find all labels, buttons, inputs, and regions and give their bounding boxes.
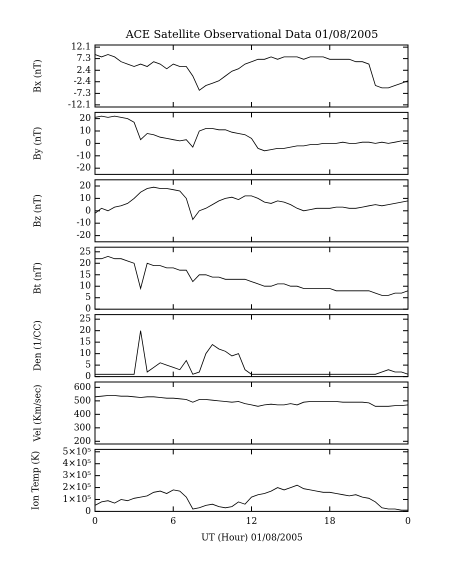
y-tick-label: -2.4	[74, 77, 92, 87]
y-tick-label: 200	[74, 437, 91, 447]
y-tick-label: -20	[77, 164, 92, 174]
y-axis-label: Bz (nT)	[33, 194, 44, 227]
y-tick-label: 1×10⁵	[63, 495, 92, 505]
y-tick-label: 25	[80, 315, 92, 325]
y-tick-label: 20	[80, 326, 92, 336]
y-tick-label: 15	[80, 270, 92, 280]
y-tick-label: 7.3	[77, 54, 92, 64]
y-tick-label: 0	[85, 372, 91, 382]
y-axis-label: Bt (nT)	[33, 262, 44, 294]
y-tick-label: 20	[80, 182, 92, 192]
panel-frame	[94, 314, 409, 378]
y-axis-label: Bx (nT)	[33, 59, 44, 92]
data-line	[94, 186, 409, 221]
panel-frame	[94, 44, 409, 108]
x-tick-label: 12	[246, 517, 257, 527]
panel-frame	[94, 448, 409, 512]
panel-frame	[94, 381, 409, 445]
y-tick-label: 25	[80, 247, 92, 257]
y-tick-label: 20	[80, 114, 92, 124]
y-tick-label: 10	[80, 194, 92, 204]
y-tick-label: 2×10⁵	[63, 483, 92, 493]
y-tick-label: 10	[80, 349, 92, 359]
x-axis-label: UT (Hour) 01/08/2005	[201, 533, 303, 544]
y-tick-label: 500	[74, 396, 91, 406]
y-tick-label: 300	[74, 423, 91, 433]
panel-frame	[94, 246, 409, 310]
y-tick-label: 5	[85, 293, 91, 303]
y-tick-label: 5×10⁵	[63, 447, 92, 457]
data-line	[94, 115, 408, 152]
y-tick-label: -10	[77, 219, 92, 229]
y-axis-label: Vel (Km/sec)	[33, 384, 44, 442]
y-tick-label: 2.4	[77, 66, 92, 76]
y-tick-label: 20	[80, 259, 92, 269]
y-tick-label: 10	[80, 282, 92, 292]
data-line	[95, 330, 409, 375]
y-tick-label: 400	[74, 410, 91, 420]
y-tick-label: 3×10⁵	[63, 471, 92, 481]
y-tick-label: -12.1	[68, 100, 91, 110]
y-tick-label: 5	[85, 361, 91, 371]
y-tick-label: -10	[77, 151, 92, 161]
y-tick-label: -20	[77, 231, 92, 241]
y-tick-label: 15	[80, 338, 92, 348]
data-line	[94, 484, 408, 511]
y-axis-label: Ion Temp (K)	[31, 451, 42, 510]
y-tick-label: 10	[80, 127, 92, 137]
panel-frame	[94, 179, 409, 243]
y-tick-label: 0	[85, 139, 91, 149]
y-tick-label: 0	[85, 507, 91, 517]
y-tick-label: 0	[85, 305, 91, 315]
x-tick-label: 0	[405, 517, 411, 527]
x-tick-label: 6	[170, 517, 176, 527]
y-axis-label: Den (1/CC)	[33, 320, 44, 371]
y-tick-label: 0	[85, 206, 91, 216]
x-tick-label: 0	[92, 517, 98, 527]
y-tick-label: 12.1	[71, 43, 91, 53]
x-tick-label: 18	[324, 517, 336, 527]
y-axis-label: By (nT)	[33, 127, 44, 160]
data-line	[95, 255, 409, 296]
chart-title: ACE Satellite Observational Data 01/08/2…	[125, 28, 379, 41]
data-line	[94, 395, 409, 407]
y-tick-label: 600	[74, 383, 91, 393]
y-tick-label: 4×10⁵	[63, 459, 92, 469]
data-line	[94, 54, 409, 91]
panel-frame	[94, 111, 409, 175]
y-tick-label: -7.3	[74, 89, 92, 99]
